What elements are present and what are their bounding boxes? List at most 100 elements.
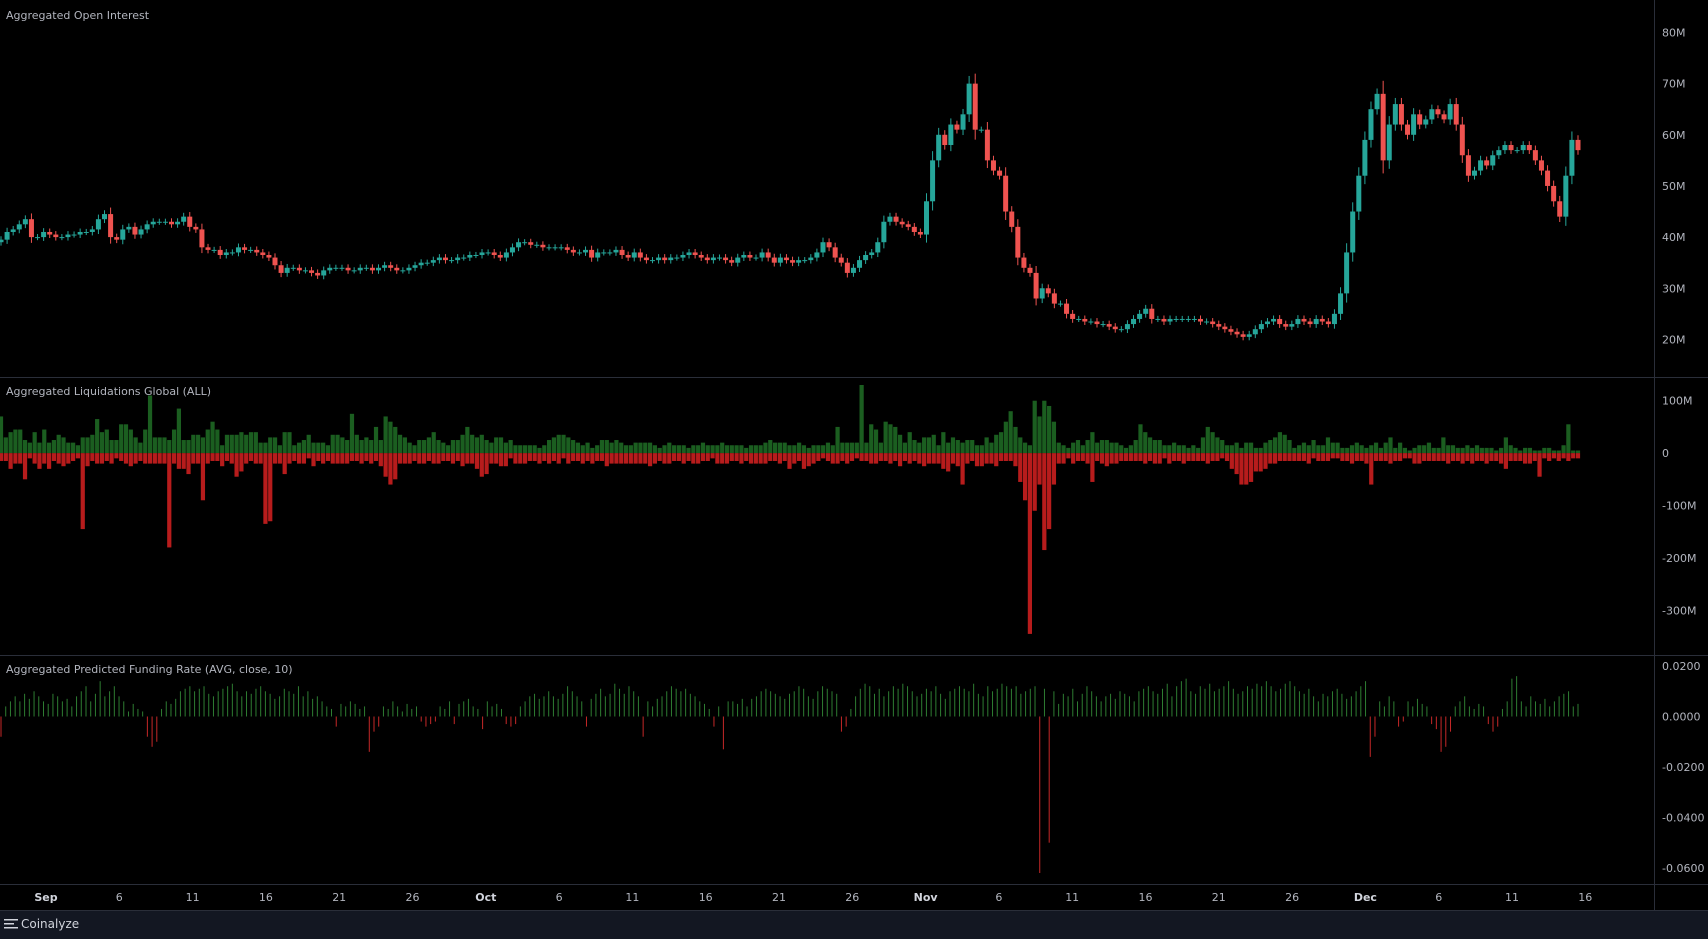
- liq-long-bar: [1157, 440, 1162, 454]
- x-axis-tick-label: 6: [1435, 891, 1442, 904]
- liq-long-bar: [513, 445, 518, 454]
- oi-candle-body: [844, 262, 850, 273]
- liq-long-bar: [446, 445, 451, 454]
- oi-candle-body: [528, 242, 534, 245]
- liq-long-bar: [224, 434, 230, 454]
- liq-long-bar: [1253, 447, 1258, 454]
- liq-long-bar: [604, 440, 609, 454]
- liq-short-bar: [720, 453, 725, 464]
- liq-long-bar: [1422, 445, 1427, 454]
- oi-candle-body: [260, 252, 266, 256]
- liq-short-bar: [974, 453, 980, 467]
- x-axis-tick-label: 16: [1139, 891, 1153, 904]
- liq-long-bar: [196, 434, 201, 454]
- liq-short-bar: [1575, 453, 1581, 459]
- liq-short-bar: [1123, 453, 1129, 461]
- liq-short-bar: [123, 453, 129, 464]
- oi-candle-body: [1398, 104, 1404, 125]
- liq-short-bar: [1162, 453, 1167, 459]
- oi-candle-body: [997, 170, 1003, 176]
- oi-candle-body: [668, 257, 674, 261]
- oi-candle-body: [1435, 109, 1441, 115]
- liq-long-bar: [599, 440, 605, 454]
- liq-short-bar: [1566, 453, 1571, 461]
- liq-long-bar: [897, 434, 903, 454]
- liq-short-bar: [551, 453, 557, 461]
- oi-candle-body: [436, 257, 442, 261]
- liq-long-bar: [268, 437, 273, 454]
- liq-long-bar: [595, 445, 600, 454]
- liq-long-bar: [1446, 445, 1451, 454]
- oi-candle-body: [698, 255, 704, 258]
- liq-short-bar: [1503, 453, 1508, 469]
- brand-logo[interactable]: Coinalyze: [4, 917, 79, 931]
- liq-long-bar: [75, 445, 81, 454]
- liq-short-bar: [1571, 453, 1576, 459]
- oi-candle-body: [83, 231, 89, 233]
- oi-candle-body: [552, 247, 558, 249]
- liq-long-bar: [330, 434, 335, 454]
- liq-short-bar: [696, 453, 701, 464]
- liq-long-bar: [763, 442, 768, 454]
- oi-candle-body: [735, 257, 741, 263]
- liq-short-bar: [1090, 453, 1095, 482]
- fund-axis-tick-label: 0.0000: [1662, 711, 1701, 724]
- liq-short-bar: [1095, 453, 1100, 461]
- liq-long-bar: [744, 447, 749, 454]
- oi-candle-body: [132, 226, 138, 235]
- liq-long-bar: [753, 445, 758, 454]
- liq-long-bar: [955, 440, 960, 454]
- liq-short-bar: [772, 453, 778, 461]
- oi-candle-body: [741, 255, 747, 258]
- oi-candle-body: [546, 247, 552, 249]
- liq-long-bar: [1239, 447, 1244, 454]
- liq-long-bar: [61, 437, 66, 454]
- liq-long-bar: [1085, 440, 1090, 454]
- liq-short-bar: [1157, 453, 1162, 464]
- liq-long-bar: [1455, 447, 1460, 454]
- liq-short-bar: [556, 453, 561, 464]
- liq-short-bar: [1215, 453, 1220, 461]
- oi-candle-body: [424, 262, 430, 264]
- liq-short-bar: [1224, 453, 1230, 461]
- liq-short-bar: [623, 453, 629, 464]
- oi-candle-body: [1185, 318, 1191, 320]
- oi-candle-body: [22, 219, 28, 225]
- liq-short-bar: [912, 453, 917, 461]
- oi-candle-body: [412, 265, 418, 268]
- oi-candle-body: [1386, 124, 1392, 161]
- liq-short-bar: [676, 453, 682, 461]
- liq-short-bar: [917, 453, 922, 464]
- liq-long-bar: [1542, 447, 1547, 454]
- oi-candle-body: [1045, 288, 1051, 294]
- oi-candle-body: [1076, 318, 1082, 320]
- liq-short-bar: [628, 453, 633, 464]
- liq-short-bar: [748, 453, 754, 464]
- liq-short-bar: [258, 453, 263, 464]
- oi-candle-body: [1167, 318, 1173, 322]
- liq-short-bar: [3, 453, 8, 461]
- oi-candle-body: [126, 226, 132, 230]
- oi-candle-body: [503, 252, 509, 258]
- liq-short-bar: [518, 453, 523, 464]
- liq-long-bar: [109, 440, 114, 454]
- oi-candle-body: [442, 257, 448, 261]
- liq-long-bar: [1167, 445, 1172, 454]
- liq-long-bar: [114, 440, 119, 454]
- liq-long-bar: [1109, 442, 1114, 454]
- liq-long-bar: [248, 432, 254, 454]
- chart-canvas[interactable]: 80M 70M 60M 50M 40M 30M 20M 100M 0 -100M -200M -300…: [0, 0, 1708, 910]
- oi-candle-body: [1082, 318, 1088, 322]
- liq-short-bar: [436, 453, 441, 464]
- liq-short-bar: [1176, 453, 1182, 461]
- liq-long-bar: [133, 437, 138, 454]
- oi-candle-body: [290, 267, 296, 269]
- oi-candle-body: [1033, 272, 1039, 299]
- liq-short-bar: [946, 453, 951, 472]
- liq-long-bar: [1128, 445, 1133, 454]
- liq-short-bar: [609, 453, 614, 464]
- liq-short-bar: [1085, 453, 1090, 464]
- liq-long-bar: [272, 437, 278, 454]
- liq-short-bar: [378, 453, 383, 467]
- oi-candle-body: [613, 249, 619, 253]
